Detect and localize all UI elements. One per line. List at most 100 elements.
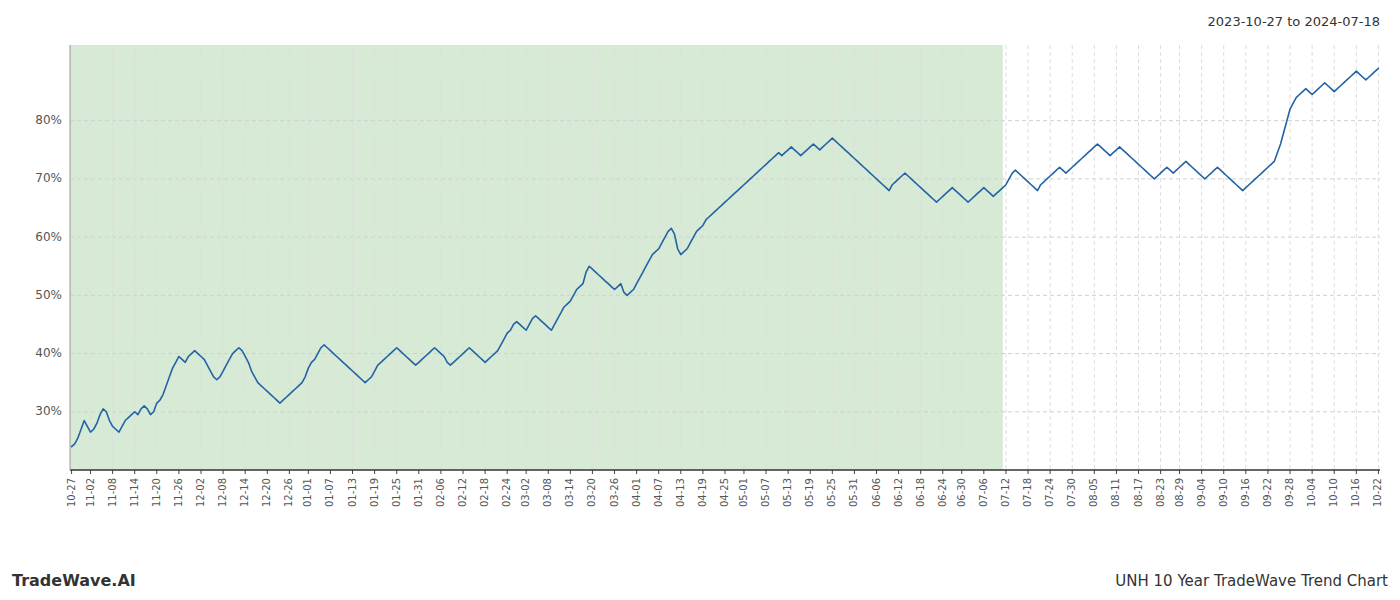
y-tick-label: 60% (35, 230, 62, 244)
title: UNH 10 Year TradeWave Trend Chart (1115, 572, 1388, 590)
x-tick-label: 01-19 (369, 478, 380, 507)
x-tick-label: 05-07 (760, 478, 771, 507)
x-grid-line (1094, 45, 1095, 470)
trend-line (72, 68, 1379, 446)
x-grid-line (178, 45, 179, 470)
x-tick-label: 12-14 (239, 478, 250, 507)
x-grid-line (1138, 45, 1139, 470)
y-tick-label: 40% (35, 346, 62, 360)
x-grid-line (1050, 45, 1051, 470)
x-grid-line (71, 45, 72, 470)
x-grid-line (636, 45, 637, 470)
x-tick-label: 09-16 (1240, 478, 1251, 507)
x-grid-line (245, 45, 246, 470)
x-tick-label: 07-12 (1000, 478, 1011, 507)
x-grid-line (1223, 45, 1224, 470)
x-tick-label: 02-06 (435, 478, 446, 507)
x-grid-line (1267, 45, 1268, 470)
x-grid-line (507, 45, 508, 470)
x-tick-label: 01-31 (413, 478, 424, 507)
y-tick-label: 30% (35, 404, 62, 418)
shaded-region (70, 45, 1003, 470)
x-tick-label: 05-31 (848, 478, 859, 507)
x-tick-label: 02-24 (501, 478, 512, 507)
x-grid-line (1028, 45, 1029, 470)
x-tick-label: 09-28 (1284, 478, 1295, 507)
x-tick-label: 08-05 (1088, 478, 1099, 507)
x-grid-line (832, 45, 833, 470)
x-grid-line (352, 45, 353, 470)
x-grid-line (658, 45, 659, 470)
x-tick-label: 05-25 (826, 478, 837, 507)
x-tick-label: 06-18 (915, 478, 926, 507)
x-tick-label: 04-19 (697, 478, 708, 507)
x-grid-line (1072, 45, 1073, 470)
x-grid-line (374, 45, 375, 470)
x-tick-label: 06-12 (893, 478, 904, 507)
x-grid-line (526, 45, 527, 470)
x-grid-line (1378, 45, 1379, 470)
x-tick-label: 10-16 (1350, 478, 1361, 507)
x-grid-line (1245, 45, 1246, 470)
shade-layer (70, 45, 1003, 470)
y-tick-label: 80% (35, 113, 62, 127)
x-grid-line (223, 45, 224, 470)
x-grid-line (680, 45, 681, 470)
x-grid-line (983, 45, 984, 470)
subtitle: 2023-10-27 to 2024-07-18 (1208, 14, 1380, 29)
x-tick-label: 07-06 (978, 478, 989, 507)
x-tick-label: 12-26 (283, 478, 294, 507)
x-grid-line (1005, 45, 1006, 470)
x-grid-line (898, 45, 899, 470)
x-grid-line (592, 45, 593, 470)
x-grid-line (1179, 45, 1180, 470)
x-tick-label: 11-02 (85, 478, 96, 507)
x-tick-label: 12-02 (195, 478, 206, 507)
x-tick-label: 01-25 (391, 478, 402, 507)
x-axis-line (70, 469, 1380, 471)
annotation: TradeWave.AI (12, 571, 136, 590)
x-grid-line (90, 45, 91, 470)
x-tick-label: 05-01 (738, 478, 749, 507)
x-tick-label: 09-10 (1218, 478, 1229, 507)
x-grid-line (548, 45, 549, 470)
x-tick-label: 02-18 (479, 478, 490, 507)
x-tick-label: 04-01 (631, 478, 642, 507)
x-tick-label: 10-04 (1306, 478, 1317, 507)
x-grid-line (396, 45, 397, 470)
series-layer (72, 68, 1379, 446)
x-tick-label: 03-08 (542, 478, 553, 507)
y-tick-label: 70% (35, 171, 62, 185)
x-grid-line (1116, 45, 1117, 470)
x-tick-label: 11-26 (173, 478, 184, 507)
x-grid-line (463, 45, 464, 470)
x-grid-line (440, 45, 441, 470)
x-grid-line (289, 45, 290, 470)
x-tick-label: 11-14 (129, 478, 140, 507)
x-tick-label: 08-29 (1174, 478, 1185, 507)
texts: 2023-10-27 to 2024-07-18 TradeWave.AI UNH … (12, 14, 1388, 591)
x-grid-line (201, 45, 202, 470)
x-grid-line (485, 45, 486, 470)
y-axis-line (70, 45, 71, 470)
x-tick-label: 03-26 (609, 478, 620, 507)
grid (70, 45, 1380, 470)
x-grid-line (702, 45, 703, 470)
x-grid-line (942, 45, 943, 470)
x-grid-line (1312, 45, 1313, 470)
x-tick-label: 02-12 (457, 478, 468, 507)
x-grid-line (570, 45, 571, 470)
x-tick-label: 03-20 (586, 478, 597, 507)
x-grid-line (766, 45, 767, 470)
x-tick-label: 04-13 (675, 478, 686, 507)
x-tick-label: 07-24 (1044, 478, 1055, 507)
x-tick-label: 03-02 (520, 478, 531, 507)
x-grid-line (1160, 45, 1161, 470)
x-tick-label: 06-30 (956, 478, 967, 507)
axes: 30%40%50%60%70%80%10-2711-0211-0811-1411… (35, 45, 1383, 507)
x-tick-label: 12-20 (261, 478, 272, 507)
x-tick-label: 07-30 (1066, 478, 1077, 507)
x-grid-line (961, 45, 962, 470)
x-tick-label: 10-10 (1328, 478, 1339, 507)
y-grid-line (70, 120, 1380, 121)
